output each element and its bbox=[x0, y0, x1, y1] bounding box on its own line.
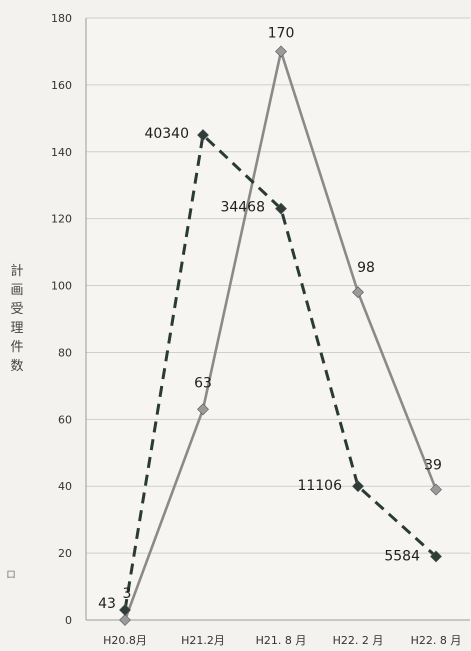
y-tick-label: 100 bbox=[51, 280, 72, 293]
y-tick-label: 140 bbox=[51, 146, 72, 159]
y-tick-label: 0 bbox=[65, 614, 72, 627]
series-1-data-label: 98 bbox=[357, 260, 375, 276]
stray-mark: ロ bbox=[6, 570, 16, 581]
series-1-point bbox=[119, 614, 131, 626]
y-tick-label: 180 bbox=[51, 12, 72, 25]
y-tick-label: 80 bbox=[58, 346, 72, 359]
series-2-data-label: 40340 bbox=[144, 126, 189, 142]
series-2-point bbox=[275, 202, 287, 215]
series-1-point bbox=[275, 45, 287, 58]
y-tick-label: 20 bbox=[58, 547, 72, 560]
plot-area bbox=[86, 18, 470, 620]
series-1-data-label: 43 bbox=[98, 596, 116, 612]
series-2-data-label: 3 bbox=[123, 586, 132, 602]
series-1-point bbox=[352, 286, 364, 299]
series-2-point bbox=[197, 129, 209, 141]
series-1-point bbox=[430, 483, 442, 496]
y-tick-label: 160 bbox=[51, 79, 72, 92]
y-axis-title: 計画受理件数 bbox=[10, 264, 24, 374]
y-tick-label: 120 bbox=[51, 213, 72, 226]
series-2-point bbox=[352, 480, 364, 493]
series-1-data-label: 39 bbox=[424, 458, 442, 474]
series-2-point bbox=[430, 550, 442, 563]
series-1-data-label: 63 bbox=[194, 375, 212, 391]
series-2-data-label: 5584 bbox=[384, 548, 420, 564]
x-tick-label: H22. 8 月 bbox=[411, 634, 462, 647]
series-1-data-label: 170 bbox=[268, 25, 295, 41]
x-tick-label: H22. 2 月 bbox=[333, 634, 384, 647]
x-tick-label: H21. 8 月 bbox=[256, 634, 307, 647]
y-tick-label: 60 bbox=[58, 413, 72, 426]
series-1-point bbox=[197, 403, 209, 416]
x-tick-label: H20.8月 bbox=[103, 634, 147, 647]
series-2-point bbox=[119, 604, 131, 616]
y-tick-label: 40 bbox=[58, 480, 72, 493]
x-tick-label: H21.2月 bbox=[181, 634, 225, 647]
series-2-data-label: 34468 bbox=[220, 200, 265, 216]
series-2-data-label: 11106 bbox=[297, 478, 342, 494]
